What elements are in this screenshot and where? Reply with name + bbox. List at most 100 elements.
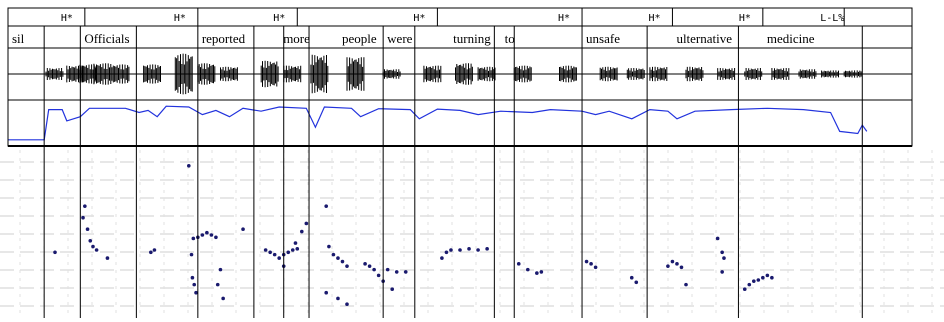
waveform-burst <box>310 54 329 94</box>
f0-point <box>385 267 390 272</box>
tone-label: L-L% <box>820 13 844 24</box>
word-label: people <box>342 31 377 46</box>
f0-point <box>200 233 205 237</box>
waveform-burst <box>685 66 704 82</box>
f0-point <box>189 252 194 257</box>
f0-point <box>634 280 639 285</box>
f0-point <box>94 248 99 252</box>
word-label: sil <box>12 31 25 46</box>
f0-point <box>209 233 214 237</box>
word-boundaries <box>43 8 863 318</box>
word-label: turning <box>453 31 491 46</box>
waveform-burst <box>798 69 817 79</box>
f0-point <box>336 296 340 301</box>
waveform-burst <box>346 57 365 91</box>
waveform-burst <box>717 68 736 80</box>
tier-frame <box>7 99 913 147</box>
f0-grid <box>0 150 944 318</box>
word-label: medicine <box>767 31 815 46</box>
f0-point <box>345 264 349 268</box>
f0-point <box>363 262 367 266</box>
word-label: Officials <box>84 31 129 46</box>
f0-point <box>666 264 670 268</box>
f0-point <box>747 282 752 287</box>
f0-point <box>295 247 300 251</box>
tone-label: H* <box>413 13 425 24</box>
waveform-burst <box>477 66 496 82</box>
f0-point <box>191 236 196 241</box>
f0-point <box>752 279 756 283</box>
waveform-burst <box>220 66 238 82</box>
f0-point <box>670 259 675 264</box>
f0-point <box>722 256 726 260</box>
f0-point <box>324 204 329 208</box>
waveform-burst <box>45 68 64 80</box>
tone-label: H* <box>648 13 660 24</box>
waveform-burst <box>771 68 790 80</box>
waveform-burst <box>599 66 618 82</box>
f0-point <box>476 248 480 252</box>
f0-point <box>761 275 765 280</box>
f0-point <box>105 256 110 260</box>
f0-point <box>85 227 90 232</box>
tone-label: H* <box>558 13 570 24</box>
f0-point <box>444 250 449 255</box>
f0-point <box>589 262 593 266</box>
f0-point <box>272 252 277 257</box>
f0-point <box>214 235 218 240</box>
f0-point <box>340 259 345 264</box>
f0-point <box>345 302 349 307</box>
waveform-burst <box>143 64 161 84</box>
f0-point <box>742 287 747 292</box>
f0-point <box>81 215 85 220</box>
f0-point <box>715 236 720 241</box>
f0-point <box>458 248 462 252</box>
waveform <box>8 53 912 95</box>
waveform-burst <box>626 68 645 80</box>
f0-point <box>241 227 245 232</box>
tone-label: H* <box>739 13 751 24</box>
f0-point <box>263 248 268 252</box>
f0-point <box>152 248 157 252</box>
f0-point <box>91 244 95 249</box>
f0-point <box>403 270 408 274</box>
waveform-burst <box>93 63 112 85</box>
f0-plot <box>53 163 774 307</box>
f0-point <box>331 252 336 257</box>
tier-frames <box>7 7 913 147</box>
tone-label: H* <box>174 13 186 24</box>
f0-point <box>190 275 195 280</box>
word-tier: sil Officials reported more people were turnin… <box>12 31 815 46</box>
f0-point <box>194 290 198 295</box>
f0-point <box>372 267 376 272</box>
waveform-burst <box>559 65 577 83</box>
f0-point <box>53 250 57 255</box>
f0-point <box>286 250 291 255</box>
word-label: ulternative <box>676 31 732 46</box>
f0-point <box>215 282 220 287</box>
f0-point <box>336 256 340 260</box>
f0-point <box>535 271 539 275</box>
f0-point <box>83 204 87 208</box>
f0-point <box>440 256 444 260</box>
tone-tier: H* H* H* H* H* H* H* L-L% <box>61 13 844 24</box>
waveform-burst <box>821 70 839 78</box>
f0-point <box>485 247 489 251</box>
f0-point <box>187 163 191 168</box>
f0-point <box>584 259 589 264</box>
f0-point <box>516 262 521 266</box>
f0-point <box>300 229 304 234</box>
f0-point <box>376 273 381 278</box>
waveform-burst <box>744 68 763 80</box>
f0-point <box>327 244 331 249</box>
f0-point <box>290 248 295 252</box>
tier-frame <box>7 7 913 27</box>
word-label: more <box>283 31 310 46</box>
waveform-burst <box>649 66 668 82</box>
tone-label: H* <box>273 13 285 24</box>
f0-point <box>277 256 282 260</box>
f0-point <box>720 250 724 255</box>
f0-point <box>526 267 530 272</box>
